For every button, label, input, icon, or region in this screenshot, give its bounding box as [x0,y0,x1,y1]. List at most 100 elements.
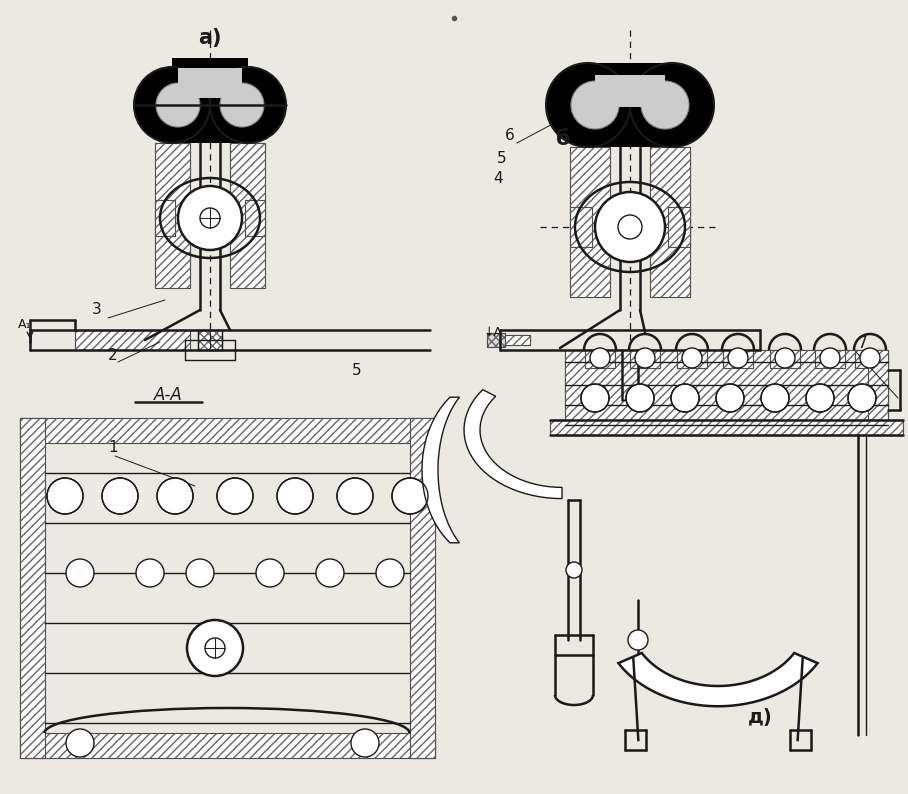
Circle shape [205,638,225,658]
Bar [585,350,615,368]
Circle shape [66,729,94,757]
Bar [245,200,265,236]
Text: 4: 4 [493,171,503,186]
Bar [20,418,435,443]
Bar [155,200,175,236]
Bar [668,207,690,247]
Bar [766,389,784,407]
Bar [230,143,265,288]
Circle shape [200,208,220,228]
Circle shape [761,384,789,412]
Bar [631,389,649,407]
Circle shape [775,348,795,368]
Text: а): а) [198,28,222,48]
Bar [550,420,903,435]
Bar [108,484,132,508]
Bar [178,68,242,98]
Bar [588,63,672,147]
Bar [855,350,885,368]
Circle shape [376,559,404,587]
Circle shape [671,384,699,412]
Circle shape [178,186,242,250]
Bar [676,389,694,407]
Bar [398,484,422,508]
Circle shape [277,478,313,514]
Bar [770,350,800,368]
Circle shape [316,559,344,587]
Polygon shape [464,390,562,499]
Circle shape [256,559,284,587]
Bar [230,143,265,288]
Circle shape [102,478,138,514]
Circle shape [618,215,642,239]
Circle shape [210,67,286,143]
Circle shape [546,63,630,147]
Text: 6: 6 [505,128,515,143]
Circle shape [220,83,264,127]
Bar [155,143,190,288]
Bar [565,350,888,430]
Bar [586,389,604,407]
Text: д): д) [747,708,773,727]
Bar [723,350,753,368]
Circle shape [716,384,744,412]
Bar [766,389,784,407]
Circle shape [351,729,379,757]
Bar [155,143,190,288]
Bar [20,733,435,758]
Bar [721,389,739,407]
Text: 1: 1 [108,440,118,455]
Bar [20,418,435,443]
Bar [855,350,885,368]
Bar [550,420,903,435]
Bar [172,58,248,143]
Bar [398,484,422,508]
Bar [630,350,660,368]
Bar [53,484,77,508]
Circle shape [848,384,876,412]
Bar [631,389,649,407]
Bar [163,484,187,508]
Bar [155,200,175,236]
Bar [853,389,871,407]
Polygon shape [618,653,817,706]
Circle shape [571,81,619,129]
Circle shape [728,348,748,368]
Circle shape [217,478,253,514]
Circle shape [66,559,94,587]
Bar [585,350,615,368]
Circle shape [682,348,702,368]
Circle shape [392,478,428,514]
Circle shape [337,478,373,514]
Bar [668,207,690,247]
Bar [868,350,888,430]
Bar [676,389,694,407]
Bar [650,147,690,297]
Bar [565,350,888,430]
Bar [570,207,592,247]
Bar [868,350,888,430]
Circle shape [820,348,840,368]
Circle shape [134,67,210,143]
Circle shape [860,348,880,368]
Bar [53,484,77,508]
Bar [815,350,845,368]
Bar [75,330,190,350]
Bar [223,484,247,508]
Circle shape [581,384,609,412]
Bar [586,389,604,407]
Bar [223,484,247,508]
Bar [198,330,222,350]
Bar [198,330,222,350]
Bar [815,350,845,368]
Circle shape [595,192,665,262]
Bar [108,484,132,508]
Bar [811,389,829,407]
Text: A₁: A₁ [18,318,32,331]
Text: A-A: A-A [153,386,183,404]
Bar [853,389,871,407]
Circle shape [641,81,689,129]
Circle shape [157,478,193,514]
Bar [163,484,187,508]
Bar [610,395,650,410]
